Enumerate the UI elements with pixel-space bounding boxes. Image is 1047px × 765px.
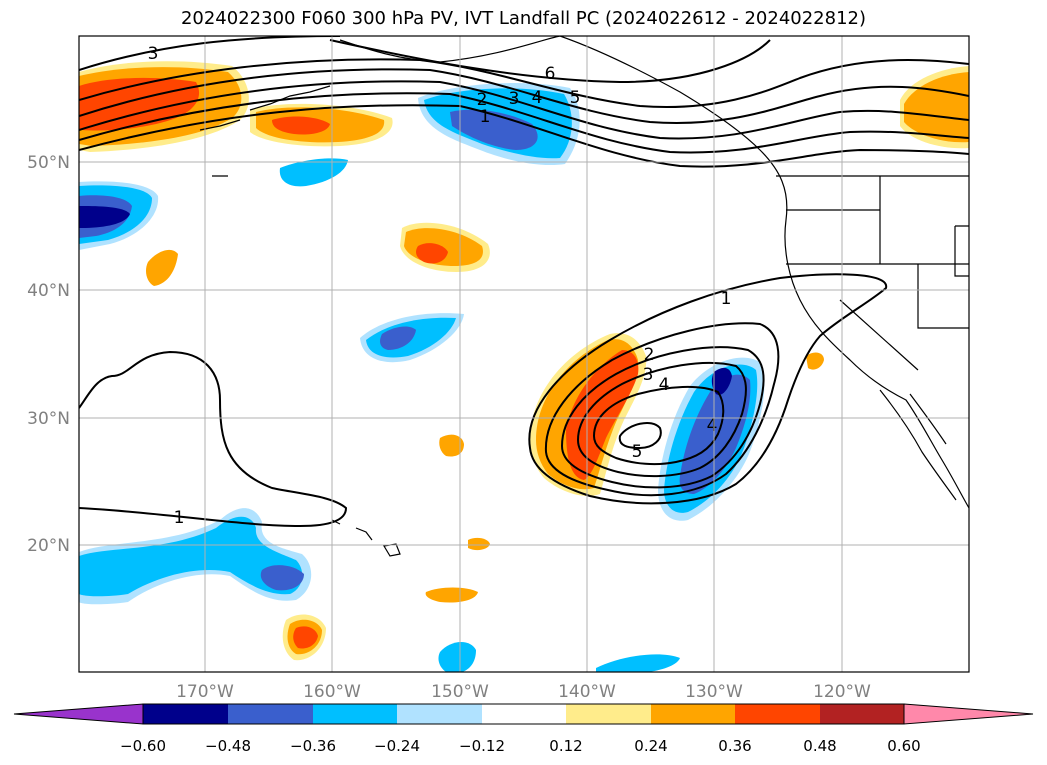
contour-label: 2 [477,90,488,110]
pv-positive-blob-small-west [146,249,178,286]
contour-label: 1 [721,289,732,309]
contour-5-cutoff [592,385,725,466]
colorbar-bin [143,704,228,724]
colorbar-outline [142,703,905,725]
state-borders [786,176,969,371]
colorbar-tick-label: 0.60 [887,737,920,755]
contour-2-cutoff [544,322,780,497]
contour-label: 5 [570,88,581,108]
lon-label: 140°W [558,682,616,702]
colorbar-tick-label: −0.60 [120,737,166,755]
colorbar-bin [313,704,397,724]
axis-labels: 170°W 160°W 150°W 140°W 130°W 120°W 50°N… [27,153,871,702]
contour-label: 4 [659,375,670,395]
contour-5 [79,58,969,108]
north-america-coast [339,36,969,509]
colorbar-tick-label: −0.36 [290,737,336,755]
contour-labels: 3 6 5 4 3 2 1 1 2 3 4 4 5 1 [148,44,732,528]
lon-label: 160°W [303,682,361,702]
colorbar-tick-label: 0.24 [634,737,667,755]
lon-label: 130°W [685,682,743,702]
contour-label: 3 [148,44,159,64]
lat-label: 30°N [27,409,70,429]
latitude-labels: 50°N 40°N 30°N 20°N [27,153,70,556]
colorbar-tick-label: −0.12 [459,737,505,755]
contour-1-north [79,104,969,168]
contour-6 [329,39,771,84]
contour-label: 6 [545,64,556,84]
coastlines [199,36,969,557]
colorbar-bin [820,704,904,724]
colorbar-bin [566,704,651,724]
colorbar-tick-label: 0.48 [803,737,836,755]
contour-label: 1 [480,107,491,127]
lat-label: 50°N [27,153,70,173]
colorbar-bin [651,704,735,724]
colorbar-bin [397,704,482,724]
contour-label: 1 [174,508,185,528]
contour-3-cutoff [560,346,765,489]
colorbar-extension-low [13,703,144,725]
contour-label: 3 [643,365,654,385]
lon-label: 150°W [431,682,489,702]
colorbar-tick-label: −0.24 [374,737,420,755]
colorbar-tick-label: −0.48 [205,737,251,755]
contour-4-cutoff [576,361,747,478]
lon-label: 170°W [176,682,234,702]
colorbar: −0.60 −0.48 −0.36 −0.24 −0.12 0.12 0.24 … [13,703,1034,755]
longitude-labels: 170°W 160°W 150°W 140°W 130°W 120°W [176,682,871,702]
contour-4 [79,68,969,124]
colorbar-bin [228,704,313,724]
colorbar-tick-labels: −0.60 −0.48 −0.36 −0.24 −0.12 0.12 0.24 … [120,737,921,755]
colorbar-bin [735,704,820,724]
colorbar-tick-label: 0.36 [718,737,751,755]
map-frame [78,35,970,673]
pv-negative-blob-small-b [438,642,476,672]
colorbar-tick-label: 0.12 [549,737,582,755]
contour-3 [79,80,969,140]
contour-label: 2 [644,345,655,365]
alaska-aleutians [199,85,331,177]
pv-positive-blob-small-a [439,434,464,457]
contour-label: 5 [632,442,643,462]
contour-label: 4 [532,88,543,108]
lat-label: 40°N [27,281,70,301]
colorbar-bin [482,704,566,724]
lon-label: 120°W [813,682,871,702]
contour-label: 3 [509,89,520,109]
contour-label: 4 [707,416,718,436]
contour-1-cutoff [528,273,888,505]
map-title: 2024022300 F060 300 hPa PV, IVT Landfall… [180,8,867,29]
colorbar-extension-high [903,703,1034,725]
lat-label: 20°N [27,536,70,556]
contour-1-subtropical [79,350,348,528]
pv-negative-blob-small-north [279,158,348,187]
map-gridlines [79,36,969,672]
